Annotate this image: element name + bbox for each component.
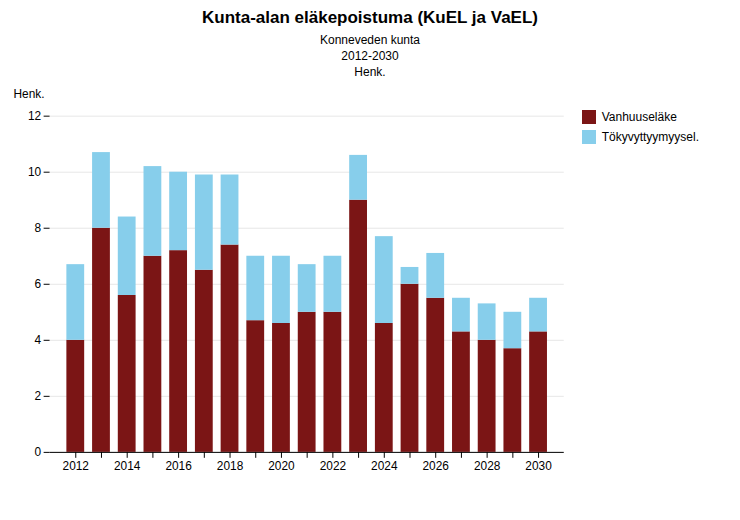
svg-text:2030: 2030 (525, 459, 552, 473)
svg-text:2: 2 (35, 389, 42, 403)
svg-text:2026: 2026 (423, 459, 450, 473)
svg-text:Henk.: Henk. (13, 87, 44, 101)
svg-text:2016: 2016 (165, 459, 192, 473)
html-text:Tökyvyttyymyysel.: Tökyvyttyymyysel. (601, 130, 699, 144)
svg-text:2028: 2028 (474, 459, 501, 473)
svg-text:12: 12 (28, 109, 41, 123)
svg-text:2018: 2018 (217, 459, 244, 473)
html-text:Vanhuuseläke: Vanhuuseläke (601, 110, 677, 124)
svg-text:2014: 2014 (114, 459, 141, 473)
html-text:2012-2030: 2012-2030 (341, 49, 399, 63)
html-text:Henk.: Henk. (354, 65, 386, 79)
svg-text:6: 6 (35, 277, 42, 291)
html-text:Kunta-alan eläkepoistuma (KuEL: Kunta-alan eläkepoistuma (KuEL ja VaEL) (202, 8, 538, 27)
svg-text:4: 4 (35, 333, 42, 347)
svg-text:2012: 2012 (63, 459, 89, 473)
svg-text:0: 0 (35, 445, 42, 459)
svg-text:2024: 2024 (371, 459, 398, 473)
html-text:Konneveden kunta: Konneveden kunta (320, 33, 420, 47)
svg-text:8: 8 (35, 221, 42, 235)
svg-text:2020: 2020 (268, 459, 295, 473)
svg-text:10: 10 (28, 165, 42, 179)
svg-text:2022: 2022 (320, 459, 346, 473)
